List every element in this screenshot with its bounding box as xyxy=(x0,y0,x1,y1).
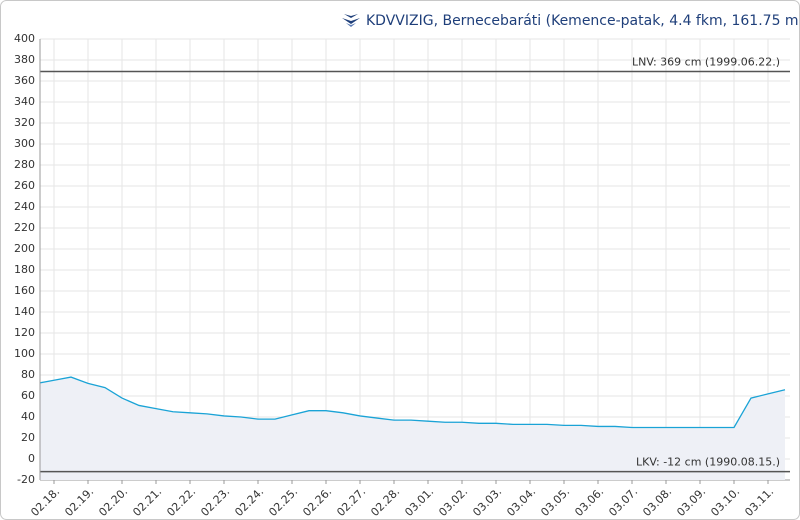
y-tick-label: 260 xyxy=(14,179,35,192)
reference-label: LKV: -12 cm (1990.08.15.) xyxy=(636,456,780,469)
y-tick-label: -20 xyxy=(17,473,35,486)
line xyxy=(40,376,786,429)
y-tick-label: 360 xyxy=(14,74,35,87)
y-tick-label: 400 xyxy=(14,32,35,45)
y-tick-label: 160 xyxy=(14,284,35,297)
y-tick-label: 80 xyxy=(21,368,35,381)
y-tick-label: 340 xyxy=(14,95,35,108)
y-tick-label: 0 xyxy=(28,452,35,465)
y-tick-label: 40 xyxy=(21,410,35,423)
y-tick-label: 100 xyxy=(14,347,35,360)
y-tick-label: 200 xyxy=(14,242,35,255)
y-tick-label: 380 xyxy=(14,53,35,66)
y-tick-label: 280 xyxy=(14,158,35,171)
y-tick-label: 300 xyxy=(14,137,35,150)
y-tick-label: 220 xyxy=(14,221,35,234)
y-tick-label: 320 xyxy=(14,116,35,129)
y-tick-label: 140 xyxy=(14,305,35,318)
y-tick-label: 20 xyxy=(21,431,35,444)
logo xyxy=(342,14,360,27)
y-tick-label: 120 xyxy=(14,326,35,339)
y-tick-label: 240 xyxy=(14,200,35,213)
chart-title: KDVVIZIG, Bernecebaráti (Kemence-patak, … xyxy=(366,13,800,29)
y-tick-label: 60 xyxy=(21,389,35,402)
reference-label: LNV: 369 cm (1999.06.22.) xyxy=(632,56,780,69)
y-tick-label: 180 xyxy=(14,263,35,276)
grid xyxy=(40,38,790,484)
plot-area xyxy=(40,70,790,480)
area xyxy=(40,377,785,480)
